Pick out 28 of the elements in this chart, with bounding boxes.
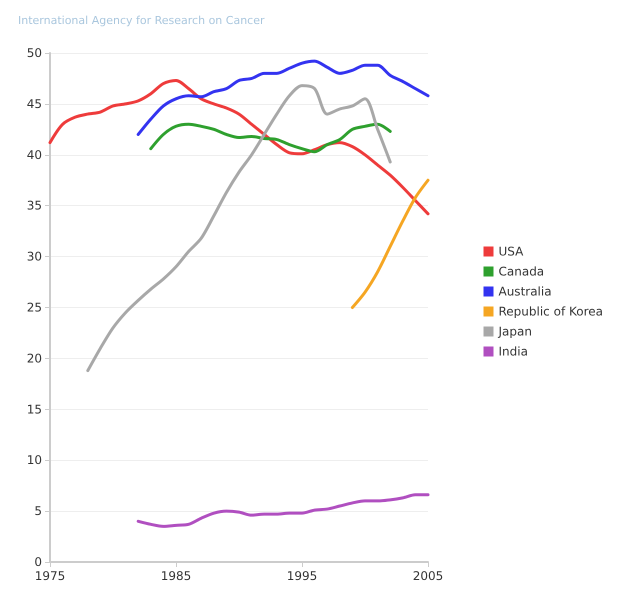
x-tick-label: 1985	[160, 569, 192, 583]
legend-label: Australia	[498, 284, 552, 298]
y-tick-label: 40	[26, 148, 42, 162]
chart-title: International Agency for Research on Cancer	[18, 14, 265, 27]
line-series	[86, 84, 392, 372]
y-tick-label: 25	[26, 300, 42, 314]
y-tick-label: 45	[26, 96, 42, 111]
y-tick-label: 50	[26, 46, 42, 60]
line-series	[136, 493, 430, 528]
legend-label: India	[498, 344, 528, 358]
line-series	[149, 122, 392, 154]
legend-label: Japan	[498, 324, 532, 338]
line-series	[48, 78, 430, 216]
x-tick-label: 1975	[34, 569, 66, 583]
legend-label: USA	[498, 244, 524, 258]
y-tick-label: 35	[26, 198, 42, 213]
legend-label: Canada	[498, 264, 544, 278]
y-tick-label: 20	[26, 351, 42, 366]
y-tick-label: 0	[34, 555, 42, 569]
line-series	[350, 178, 430, 309]
y-tick-label: 10	[26, 453, 42, 468]
x-tick-label: 2005	[412, 569, 444, 583]
line-series	[136, 60, 430, 136]
legend-label: Republic of Korea	[498, 304, 604, 318]
y-tick-label: 5	[34, 504, 42, 518]
y-tick-label: 15	[26, 402, 42, 416]
y-tick-label: 30	[26, 250, 42, 264]
x-tick-label: 1995	[286, 569, 318, 583]
